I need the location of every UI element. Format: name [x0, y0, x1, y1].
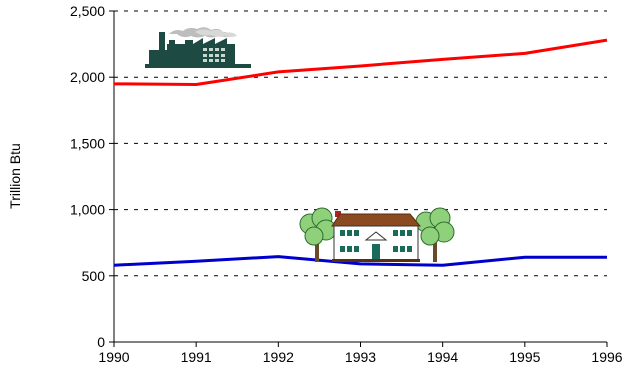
y-tick-label: 2,000: [70, 69, 105, 85]
y-ticks: 0 500 1,000 1,500 2,000 2,500: [70, 3, 114, 350]
series-lines: [113, 38, 608, 267]
factory-series-line: [113, 38, 608, 86]
y-tick-label: 500: [82, 268, 106, 284]
x-tick-label: 1992: [263, 349, 294, 365]
x-tick-label: 1990: [98, 349, 129, 365]
x-tick-label: 1995: [509, 349, 540, 365]
y-tick-label: 0: [97, 334, 105, 350]
house-series-line: [113, 255, 607, 267]
tree-icon: [299, 207, 337, 262]
grid-lines: [114, 10, 607, 277]
x-tick-label: 1996: [591, 349, 622, 365]
x-tick-label: 1993: [345, 349, 376, 365]
tree-icon: [415, 207, 455, 262]
y-axis-title: Trillion Btu: [7, 143, 23, 209]
factory-icon: [145, 27, 251, 68]
y-tick-label: 1,500: [70, 135, 105, 151]
x-tick-label: 1994: [427, 349, 458, 365]
y-tick-label: 1,000: [70, 202, 105, 218]
x-ticks: 1990 1991 1992 1993 1994 1995 1996: [98, 342, 623, 365]
y-tick-label: 2,500: [70, 3, 105, 19]
house-icon: [299, 207, 455, 262]
x-tick-label: 1991: [181, 349, 212, 365]
